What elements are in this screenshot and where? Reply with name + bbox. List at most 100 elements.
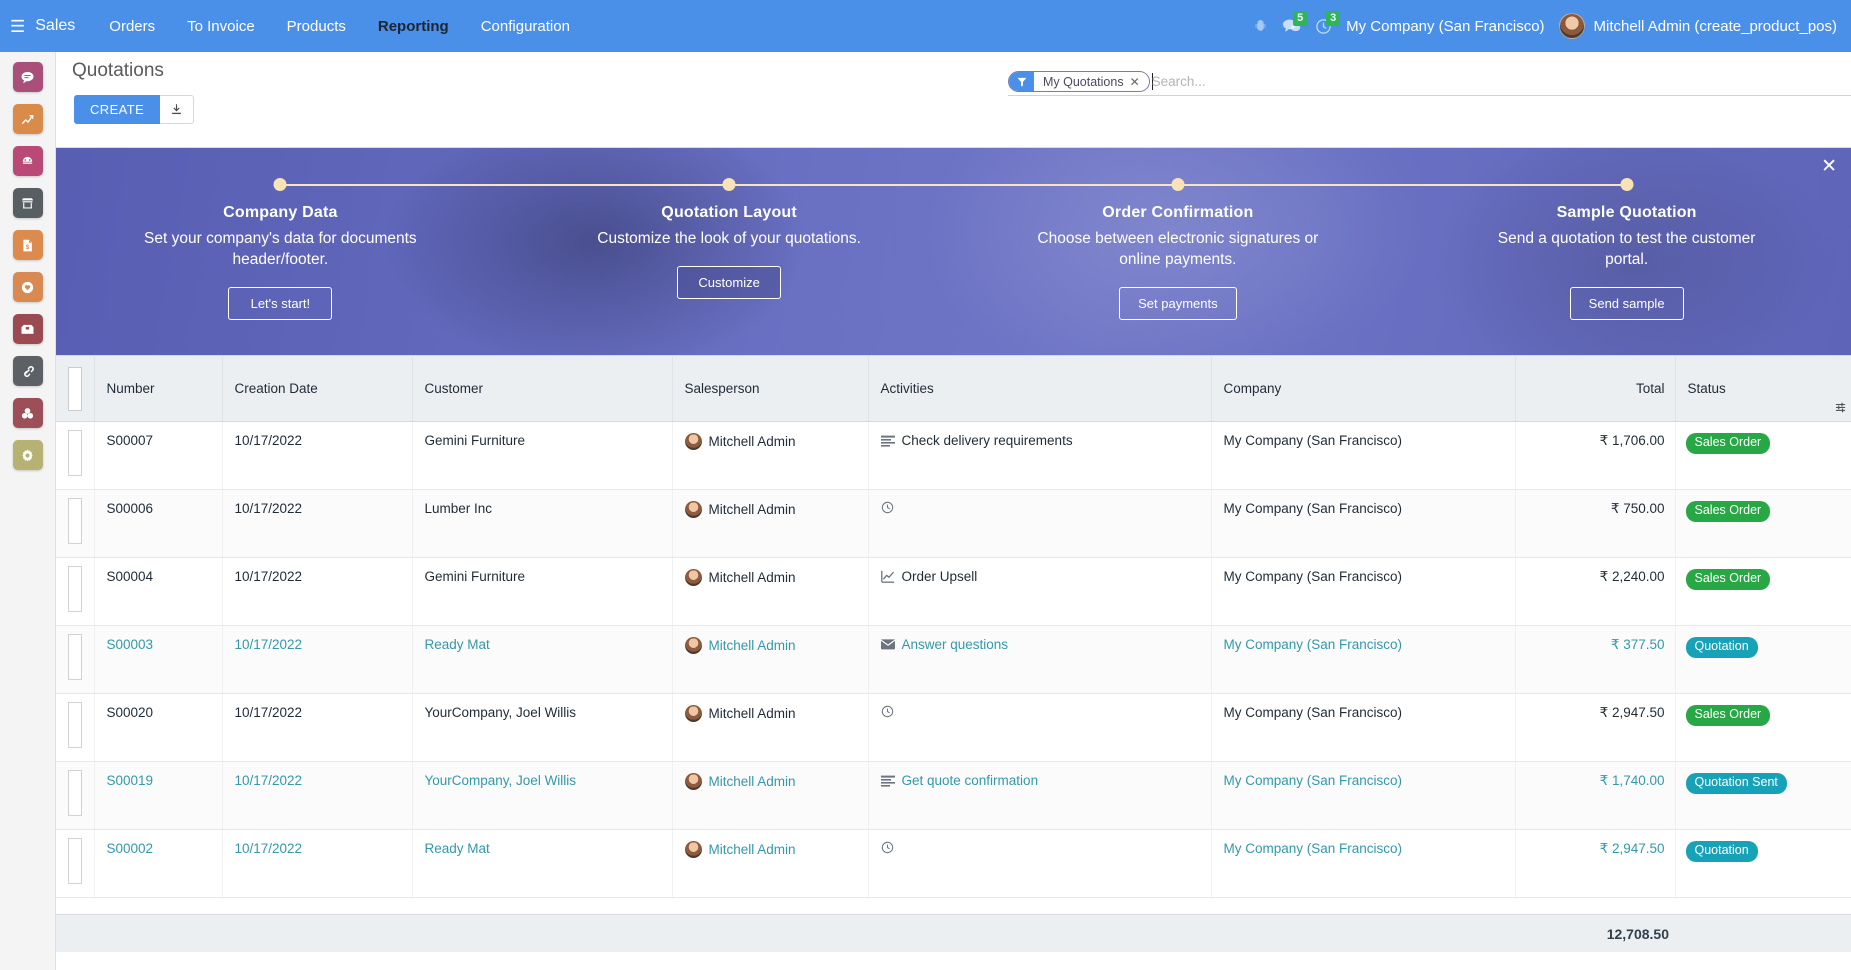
- app-icon-invoicing[interactable]: $: [12, 230, 43, 260]
- row-select-cell[interactable]: [56, 421, 95, 490]
- row-select-cell[interactable]: [56, 829, 95, 898]
- customize-button[interactable]: Customize: [677, 265, 782, 299]
- onboarding-step-quotation-layout: Quotation Layout Customize the look of y…: [504, 148, 954, 355]
- cell-salesperson: Mitchell Admin: [672, 829, 869, 898]
- app-icon-sales-analysis[interactable]: [12, 104, 43, 134]
- column-header-number[interactable]: Number: [94, 355, 223, 422]
- cell-number[interactable]: S00004: [94, 557, 223, 626]
- row-select-cell[interactable]: [56, 557, 95, 626]
- cell-number[interactable]: S00002: [94, 829, 223, 898]
- create-button[interactable]: CREATE: [74, 95, 161, 124]
- search-facet-my-quotations[interactable]: My Quotations ✕: [1008, 71, 1150, 92]
- cell-activities[interactable]: Order Upsell: [868, 557, 1212, 626]
- hamburger-menu-icon[interactable]: ☰: [10, 16, 26, 36]
- messages-icon[interactable]: 5: [1282, 11, 1308, 34]
- table-row[interactable]: S00004 10/17/2022 Gemini Furniture Mitchell…: [56, 557, 1851, 626]
- company-selector[interactable]: My Company (San Francisco): [1346, 17, 1545, 35]
- column-options-icon[interactable]: [1835, 402, 1846, 416]
- row-checkbox[interactable]: [67, 838, 82, 884]
- date-value: 10/17/2022: [234, 501, 303, 516]
- cell-activities[interactable]: [868, 693, 1212, 762]
- app-icon-crm[interactable]: [12, 146, 43, 176]
- menu-item-to-invoice[interactable]: To Invoice: [187, 17, 255, 35]
- cell-number[interactable]: S00006: [94, 489, 223, 558]
- column-header-creation-date[interactable]: Creation Date: [222, 355, 413, 422]
- user-menu[interactable]: Mitchell Admin (create_product_pos): [1558, 13, 1837, 39]
- search-input[interactable]: [1151, 69, 1851, 94]
- step-description: Send a quotation to test the customer po…: [1497, 230, 1756, 268]
- cell-activities[interactable]: Answer questions: [868, 625, 1212, 694]
- row-checkbox[interactable]: [67, 566, 82, 612]
- status-badge: Sales Order: [1685, 433, 1771, 454]
- menu-item-configuration[interactable]: Configuration: [480, 17, 570, 35]
- cell-status: Quotation: [1675, 625, 1851, 694]
- column-header-status[interactable]: Status: [1675, 355, 1851, 422]
- set-payments-button[interactable]: Set payments: [1119, 286, 1237, 320]
- table-row[interactable]: S00003 10/17/2022 Ready Mat Mitchell Admin A…: [56, 625, 1851, 694]
- onboarding-banner: ✕ Company Data Set your company's data f…: [56, 148, 1851, 355]
- search-bar: My Quotations ✕: [1008, 68, 1851, 96]
- step-dot: [1171, 178, 1185, 191]
- row-checkbox[interactable]: [67, 702, 82, 748]
- row-checkbox[interactable]: [67, 634, 82, 680]
- top-navbar: ☰ Sales Orders To Invoice Products Repor…: [0, 0, 1851, 52]
- row-checkbox[interactable]: [67, 498, 82, 544]
- app-icon-settings[interactable]: [12, 440, 43, 470]
- todo-list-icon[interactable]: [880, 775, 895, 787]
- app-brand[interactable]: ☰ Sales: [0, 0, 93, 52]
- table-row[interactable]: S00007 10/17/2022 Gemini Furniture Mitchell…: [56, 421, 1851, 490]
- column-header-company[interactable]: Company: [1211, 355, 1516, 422]
- select-all-cell[interactable]: [56, 355, 95, 422]
- chart-line-icon[interactable]: [880, 570, 895, 583]
- app-icon-discuss[interactable]: [12, 62, 43, 92]
- table-row[interactable]: S00006 10/17/2022 Lumber Inc Mitchell Admin…: [56, 489, 1851, 558]
- select-all-checkbox[interactable]: [67, 366, 82, 411]
- column-header-total[interactable]: Total: [1515, 355, 1676, 422]
- user-name-label: Mitchell Admin (create_product_pos): [1593, 17, 1837, 35]
- column-header-salesperson[interactable]: Salesperson: [672, 355, 869, 422]
- row-checkbox[interactable]: [67, 770, 82, 816]
- close-icon[interactable]: ✕: [1129, 74, 1140, 89]
- cell-number[interactable]: S00020: [94, 693, 223, 762]
- envelope-icon[interactable]: [880, 639, 895, 650]
- todo-list-icon[interactable]: [880, 435, 895, 447]
- cell-number[interactable]: S00003: [94, 625, 223, 694]
- cell-activities[interactable]: [868, 829, 1212, 898]
- row-select-cell[interactable]: [56, 625, 95, 694]
- row-checkbox[interactable]: [67, 430, 82, 476]
- column-header-activities[interactable]: Activities: [868, 355, 1212, 422]
- menu-item-reporting[interactable]: Reporting: [377, 17, 449, 35]
- cell-number[interactable]: S00007: [94, 421, 223, 490]
- app-icon-inventory[interactable]: [12, 314, 43, 344]
- cell-activities[interactable]: Get quote confirmation: [868, 761, 1212, 830]
- table-row[interactable]: S00020 10/17/2022 YourCompany, Joel Willis…: [56, 693, 1851, 762]
- cell-activities[interactable]: Check delivery requirements: [868, 421, 1212, 490]
- clock-icon[interactable]: [881, 501, 894, 514]
- bug-icon[interactable]: [1253, 19, 1268, 34]
- column-header-customer[interactable]: Customer: [412, 355, 673, 422]
- app-icon-link-tracker[interactable]: [12, 356, 43, 386]
- table-row[interactable]: S00019 10/17/2022 YourCompany, Joel Willis…: [56, 761, 1851, 830]
- table-row[interactable]: S00002 10/17/2022 Ready Mat Mitchell Admin M…: [56, 829, 1851, 898]
- cell-total: ₹ 2,947.50: [1515, 693, 1676, 762]
- app-icon-helpdesk[interactable]: [12, 272, 43, 302]
- menu-item-products[interactable]: Products: [286, 17, 346, 35]
- company-value: My Company (San Francisco): [1223, 773, 1403, 788]
- menu-item-orders[interactable]: Orders: [109, 17, 156, 35]
- lets-start-button[interactable]: Let's start!: [228, 286, 333, 320]
- app-icon-point-of-sale[interactable]: [12, 188, 43, 218]
- cell-activities[interactable]: [868, 489, 1212, 558]
- banner-close-icon[interactable]: ✕: [1821, 156, 1837, 177]
- clock-icon[interactable]: [881, 841, 894, 854]
- clock-activities-icon[interactable]: 3: [1315, 10, 1341, 35]
- navbar-right-systray: 5 3 My Company (San Francisco) Mitchell …: [1253, 0, 1851, 52]
- cell-number[interactable]: S00019: [94, 761, 223, 830]
- row-select-cell[interactable]: [56, 489, 95, 558]
- send-sample-button[interactable]: Send sample: [1569, 286, 1684, 320]
- row-select-cell[interactable]: [56, 693, 95, 762]
- import-records-button[interactable]: [160, 95, 195, 124]
- row-select-cell[interactable]: [56, 761, 95, 830]
- clock-icon[interactable]: [881, 705, 894, 718]
- table-body: S00007 10/17/2022 Gemini Furniture Mitchell…: [56, 421, 1851, 898]
- app-icon-manufacturing[interactable]: [12, 398, 43, 428]
